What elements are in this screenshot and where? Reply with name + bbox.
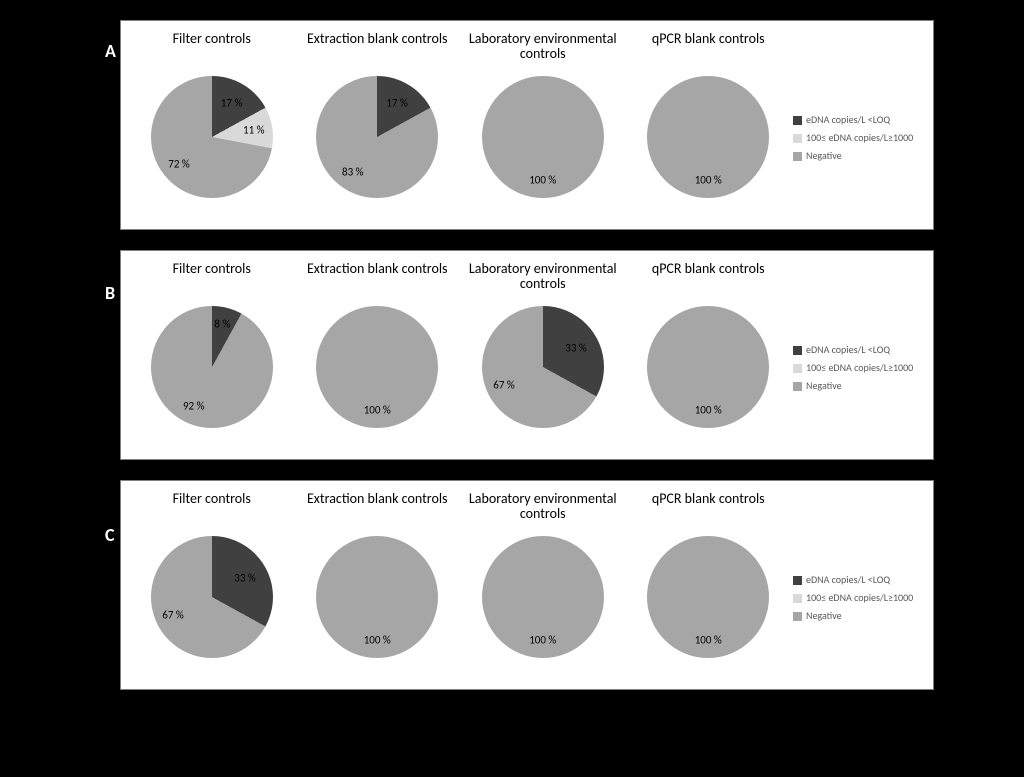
pie-slice-label: 33 % [565,341,587,354]
pie-title: Filter controls [173,31,251,63]
pie-slice-label: 100 % [529,173,556,186]
pie-column: qPCR blank controls 100 % [633,31,783,207]
pie-wrap: 100 % [307,527,447,667]
pie-slice-label: 33 % [234,571,256,584]
pie-wrap: 8 % 92 % [142,297,282,437]
panel-card: Filter controls 8 % 92 % Extraction blank c… [120,250,934,460]
legend-label: eDNA copies/L <LOQ [806,115,890,125]
legend-label: Negative [806,381,842,391]
legend-swatch [793,382,802,391]
legend-label: eDNA copies/L <LOQ [806,575,890,585]
panel-card: Filter controls 33 % 67 % Extraction blank … [120,480,934,690]
pie-slice-label: 100 % [364,403,391,416]
pie-slice-label: 11 % [243,123,265,136]
figure-container: A Filter controls 17 % 11 % 72 % Extraction b… [0,20,1024,690]
legend-item: 100≤ eDNA copies/L≥1000 [793,133,925,143]
pie-chart [151,536,273,658]
pie-slice-label: 100 % [695,403,722,416]
legend-item: Negative [793,151,925,161]
legend-swatch [793,346,802,355]
panel-letter: B [105,282,115,304]
pie-wrap: 33 % 67 % [142,527,282,667]
pie-column: Filter controls 33 % 67 % [137,491,287,667]
pie-title: Extraction blank controls [307,261,448,293]
pie-wrap: 100 % [638,527,778,667]
legend-item: 100≤ eDNA copies/L≥1000 [793,363,925,373]
legend: eDNA copies/L <LOQ 100≤ eDNA copies/L≥100… [793,115,925,161]
pie-column: Laboratory environmental controls 100 % [468,491,618,667]
pies-row: Filter controls 8 % 92 % Extraction blank c… [129,261,791,449]
pie-wrap: 100 % [473,527,613,667]
pie-wrap: 17 % 11 % 72 % [142,67,282,207]
pies-row: Filter controls 17 % 11 % 72 % Extraction bl… [129,31,791,219]
legend-item: eDNA copies/L <LOQ [793,345,925,355]
legend-swatch [793,116,802,125]
legend-item: eDNA copies/L <LOQ [793,115,925,125]
pie-title: Laboratory environmental controls [468,491,618,523]
legend: eDNA copies/L <LOQ 100≤ eDNA copies/L≥100… [793,345,925,391]
pie-title: Extraction blank controls [307,31,448,63]
pie-column: Extraction blank controls 100 % [302,491,452,667]
pie-column: Laboratory environmental controls 33 % 67 … [468,261,618,437]
pie-slice-label: 17 % [386,96,408,109]
pie-title: qPCR blank controls [652,491,765,523]
pie-chart [151,306,273,428]
panel-letter: C [105,524,115,546]
pie-title: Extraction blank controls [307,491,448,523]
legend-swatch [793,134,802,143]
pie-slice-label: 67 % [493,379,515,392]
pie-column: qPCR blank controls 100 % [633,491,783,667]
legend-label: 100≤ eDNA copies/L≥1000 [806,593,913,603]
pie-column: Filter controls 17 % 11 % 72 % [137,31,287,207]
legend-swatch [793,152,802,161]
panel-card: Filter controls 17 % 11 % 72 % Extraction bl… [120,20,934,230]
pie-wrap: 100 % [473,67,613,207]
pie-column: Filter controls 8 % 92 % [137,261,287,437]
pie-slice-label: 92 % [183,399,205,412]
panel-letter: A [105,40,116,62]
pie-wrap: 17 % 83 % [307,67,447,207]
legend: eDNA copies/L <LOQ 100≤ eDNA copies/L≥100… [793,575,925,621]
pie-wrap: 33 % 67 % [473,297,613,437]
pie-wrap: 100 % [638,67,778,207]
pie-slice-label: 67 % [162,609,184,622]
legend-item: eDNA copies/L <LOQ [793,575,925,585]
pie-chart [482,306,604,428]
pie-title: Laboratory environmental controls [468,31,618,63]
pies-row: Filter controls 33 % 67 % Extraction blank … [129,491,791,679]
pie-column: Extraction blank controls 100 % [302,261,452,437]
pie-column: Extraction blank controls 17 % 83 % [302,31,452,207]
legend-label: 100≤ eDNA copies/L≥1000 [806,363,913,373]
pie-title: Filter controls [173,491,251,523]
pie-chart [316,76,438,198]
legend-label: Negative [806,151,842,161]
pie-column: Laboratory environmental controls 100 % [468,31,618,207]
pie-title: qPCR blank controls [652,261,765,293]
pie-slice-label: 17 % [221,96,243,109]
legend-item: Negative [793,611,925,621]
pie-slice-label: 72 % [168,158,190,171]
pie-slice-label: 83 % [342,165,364,178]
legend-label: eDNA copies/L <LOQ [806,345,890,355]
pie-title: Filter controls [173,261,251,293]
legend-item: Negative [793,381,925,391]
pie-slice-label: 8 % [214,318,230,331]
pie-chart [151,76,273,198]
pie-slice-label: 100 % [364,633,391,646]
pie-slice-label: 100 % [695,633,722,646]
pie-title: Laboratory environmental controls [468,261,618,293]
legend-swatch [793,576,802,585]
legend-swatch [793,612,802,621]
pie-column: qPCR blank controls 100 % [633,261,783,437]
legend-label: Negative [806,611,842,621]
pie-slice-label: 100 % [529,633,556,646]
pie-title: qPCR blank controls [652,31,765,63]
legend-item: 100≤ eDNA copies/L≥1000 [793,593,925,603]
pie-wrap: 100 % [307,297,447,437]
pie-slice-label: 100 % [695,173,722,186]
legend-swatch [793,594,802,603]
legend-swatch [793,364,802,373]
legend-label: 100≤ eDNA copies/L≥1000 [806,133,913,143]
pie-wrap: 100 % [638,297,778,437]
